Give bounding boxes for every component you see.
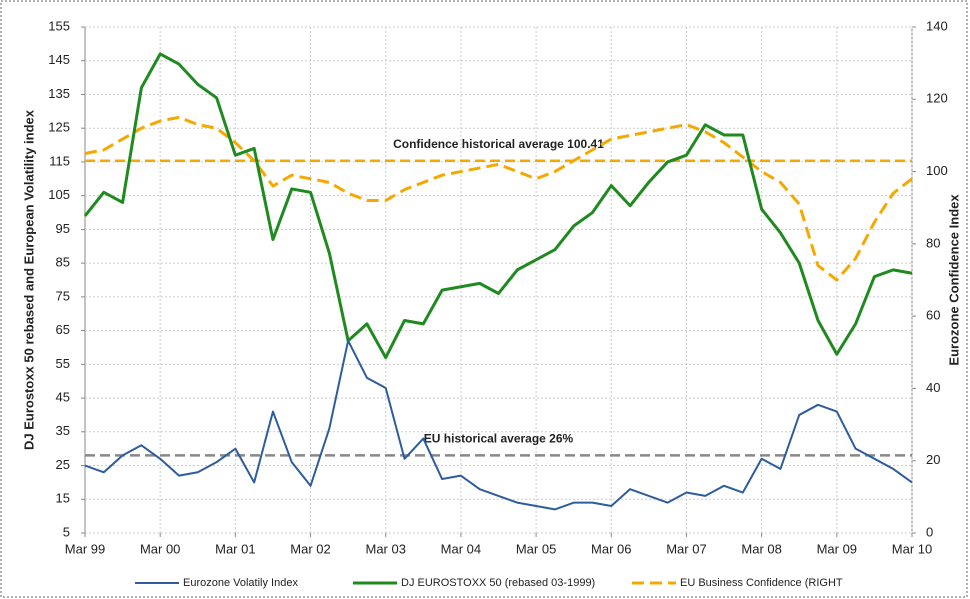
- y-tick-label: 45: [56, 390, 70, 405]
- y-tick-label: 65: [56, 322, 70, 337]
- y2-tick-label: 120: [926, 91, 948, 106]
- x-tick-label: Mar 08: [741, 541, 781, 556]
- y2-tick-label: 80: [926, 235, 940, 250]
- y-tick-label: 5: [63, 524, 70, 539]
- x-tick-label: Mar 07: [666, 541, 706, 556]
- x-tick-label: Mar 04: [441, 541, 481, 556]
- y-tick-label: 35: [56, 423, 70, 438]
- legend-label: DJ EUROSTOXX 50 (rebased 03-1999): [401, 577, 595, 589]
- legend-label: Eurozone Volatily Index: [183, 577, 298, 589]
- legend-label: EU Business Confidence (RIGHT: [680, 577, 843, 589]
- y-tick-label: 85: [56, 255, 70, 270]
- y2-tick-label: 140: [926, 18, 948, 33]
- y2-tick-label: 60: [926, 308, 940, 323]
- y2-tick-label: 20: [926, 452, 940, 467]
- reference-label: Confidence historical average 100.41: [393, 137, 604, 151]
- x-tick-label: Mar 99: [65, 541, 105, 556]
- y-tick-label: 145: [48, 52, 70, 67]
- y-tick-label: 25: [56, 457, 70, 472]
- x-tick-label: Mar 09: [817, 541, 857, 556]
- y2-tick-label: 0: [926, 524, 933, 539]
- reference-label: EU historical average 26%: [424, 432, 574, 446]
- y-axis-label: DJ Eurostoxx 50 rebased and European Vol…: [21, 109, 36, 450]
- y2-tick-label: 40: [926, 380, 940, 395]
- series-line: [84, 339, 913, 511]
- y2-axis-label: Eurozone Confidence Index: [946, 194, 961, 366]
- x-tick-label: Mar 06: [591, 541, 631, 556]
- y-tick-label: 115: [49, 153, 70, 168]
- y-tick-label: 95: [56, 221, 70, 236]
- x-tick-label: Mar 01: [215, 541, 255, 556]
- x-tick-label: Mar 10: [892, 541, 932, 556]
- series-line: [83, 52, 913, 360]
- y2-tick-label: 100: [926, 163, 948, 178]
- y-tick-label: 105: [48, 187, 70, 202]
- y-tick-label: 135: [48, 86, 70, 101]
- y-tick-label: 125: [48, 120, 70, 135]
- y-tick-label: 55: [56, 356, 70, 371]
- y-tick-label: 75: [56, 288, 70, 303]
- x-tick-label: Mar 00: [140, 541, 180, 556]
- x-tick-label: Mar 02: [290, 541, 330, 556]
- x-tick-label: Mar 03: [365, 541, 405, 556]
- x-tick-label: Mar 05: [516, 541, 556, 556]
- y-tick-label: 155: [48, 18, 70, 33]
- y-tick-label: 15: [56, 491, 70, 506]
- series-line: [84, 115, 913, 282]
